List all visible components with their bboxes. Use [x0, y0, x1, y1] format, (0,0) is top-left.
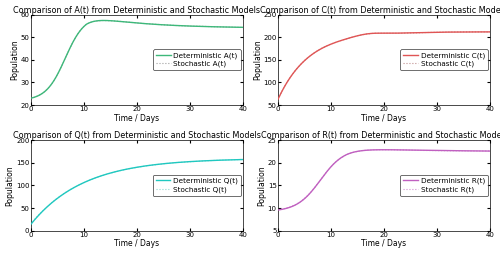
Stochastic R(t): [388, 148, 394, 151]
Deterministic C(t): [487, 30, 493, 34]
Deterministic A(t): [157, 23, 163, 26]
Stochastic C(t): [458, 30, 464, 34]
X-axis label: Time / Days: Time / Days: [114, 114, 160, 123]
Deterministic C(t): [458, 30, 464, 34]
Stochastic C(t): [404, 31, 409, 35]
Deterministic A(t): [151, 23, 157, 26]
Deterministic Q(t): [156, 163, 162, 166]
Title: Comparison of A(t) from Deterministic and Stochastic Models: Comparison of A(t) from Deterministic an…: [14, 6, 260, 14]
Stochastic A(t): [240, 26, 246, 29]
Deterministic Q(t): [28, 223, 34, 226]
Legend: Deterministic C(t), Stochastic C(t): Deterministic C(t), Stochastic C(t): [400, 49, 488, 70]
Line: Deterministic Q(t): Deterministic Q(t): [31, 160, 243, 224]
Stochastic C(t): [398, 32, 404, 35]
Line: Deterministic A(t): Deterministic A(t): [31, 21, 243, 98]
Deterministic R(t): [458, 149, 464, 152]
Stochastic C(t): [410, 31, 416, 34]
Deterministic R(t): [398, 148, 404, 151]
Line: Deterministic C(t): Deterministic C(t): [278, 32, 490, 99]
Title: Comparison of C(t) from Deterministic and Stochastic Models: Comparison of C(t) from Deterministic an…: [260, 6, 500, 14]
Line: Stochastic C(t): Stochastic C(t): [278, 32, 490, 99]
Line: Deterministic R(t): Deterministic R(t): [278, 150, 490, 210]
Deterministic R(t): [410, 149, 416, 152]
Stochastic Q(t): [41, 208, 47, 211]
Stochastic Q(t): [188, 160, 194, 163]
Stochastic A(t): [157, 23, 163, 26]
Stochastic A(t): [100, 19, 106, 22]
Deterministic Q(t): [240, 158, 246, 161]
Deterministic Q(t): [210, 159, 216, 162]
Stochastic R(t): [288, 205, 294, 208]
Stochastic R(t): [487, 149, 493, 152]
Stochastic R(t): [398, 148, 404, 151]
Legend: Deterministic A(t), Stochastic A(t): Deterministic A(t), Stochastic A(t): [154, 49, 240, 70]
Stochastic A(t): [151, 23, 157, 26]
Stochastic R(t): [410, 149, 416, 152]
Line: Stochastic Q(t): Stochastic Q(t): [31, 159, 243, 224]
Deterministic R(t): [275, 209, 281, 212]
Stochastic Q(t): [156, 163, 162, 166]
Legend: Deterministic R(t), Stochastic R(t): Deterministic R(t), Stochastic R(t): [400, 175, 488, 196]
Y-axis label: Population: Population: [253, 40, 262, 80]
Stochastic C(t): [288, 75, 294, 78]
Title: Comparison of Q(t) from Deterministic and Stochastic Models: Comparison of Q(t) from Deterministic an…: [13, 131, 260, 140]
Deterministic C(t): [436, 31, 442, 34]
X-axis label: Time / Days: Time / Days: [114, 240, 160, 248]
Deterministic A(t): [101, 19, 107, 22]
Stochastic R(t): [275, 208, 281, 211]
Deterministic A(t): [41, 91, 47, 94]
X-axis label: Time / Days: Time / Days: [362, 114, 406, 123]
Deterministic A(t): [189, 25, 195, 28]
Deterministic C(t): [410, 31, 416, 34]
Deterministic C(t): [288, 75, 294, 78]
Deterministic A(t): [240, 26, 246, 29]
Line: Stochastic A(t): Stochastic A(t): [31, 21, 243, 98]
Stochastic Q(t): [163, 162, 169, 165]
Stochastic A(t): [163, 23, 169, 26]
Deterministic A(t): [163, 23, 169, 26]
Stochastic A(t): [28, 97, 34, 100]
Line: Stochastic R(t): Stochastic R(t): [278, 150, 490, 210]
Deterministic Q(t): [41, 209, 47, 212]
Stochastic Q(t): [240, 158, 246, 161]
Stochastic C(t): [487, 30, 493, 34]
Deterministic R(t): [436, 149, 442, 152]
X-axis label: Time / Days: Time / Days: [362, 240, 406, 248]
Y-axis label: Population: Population: [6, 165, 15, 206]
Deterministic A(t): [28, 97, 34, 100]
Stochastic A(t): [210, 25, 216, 28]
Deterministic R(t): [487, 150, 493, 153]
Deterministic R(t): [404, 149, 410, 152]
Stochastic Q(t): [28, 223, 34, 226]
Legend: Deterministic Q(t), Stochastic Q(t): Deterministic Q(t), Stochastic Q(t): [152, 175, 240, 196]
Stochastic R(t): [404, 149, 410, 152]
Stochastic R(t): [436, 149, 442, 152]
Y-axis label: Population: Population: [10, 40, 19, 80]
Deterministic A(t): [210, 25, 216, 28]
Deterministic C(t): [275, 98, 281, 101]
Deterministic Q(t): [151, 163, 157, 166]
Stochastic Q(t): [210, 159, 216, 162]
Deterministic C(t): [404, 31, 409, 34]
Stochastic C(t): [436, 31, 442, 34]
Deterministic C(t): [398, 31, 404, 35]
Y-axis label: Population: Population: [258, 165, 266, 206]
Deterministic R(t): [381, 148, 387, 151]
Deterministic R(t): [288, 205, 294, 208]
Deterministic Q(t): [163, 162, 169, 165]
Stochastic A(t): [189, 25, 195, 28]
Deterministic Q(t): [188, 160, 194, 163]
Stochastic R(t): [458, 149, 464, 152]
Title: Comparison of R(t) from Deterministic and Stochastic Models: Comparison of R(t) from Deterministic an…: [260, 131, 500, 140]
Stochastic A(t): [41, 91, 47, 94]
Stochastic C(t): [275, 98, 281, 101]
Stochastic Q(t): [151, 163, 157, 166]
Stochastic C(t): [477, 30, 483, 33]
